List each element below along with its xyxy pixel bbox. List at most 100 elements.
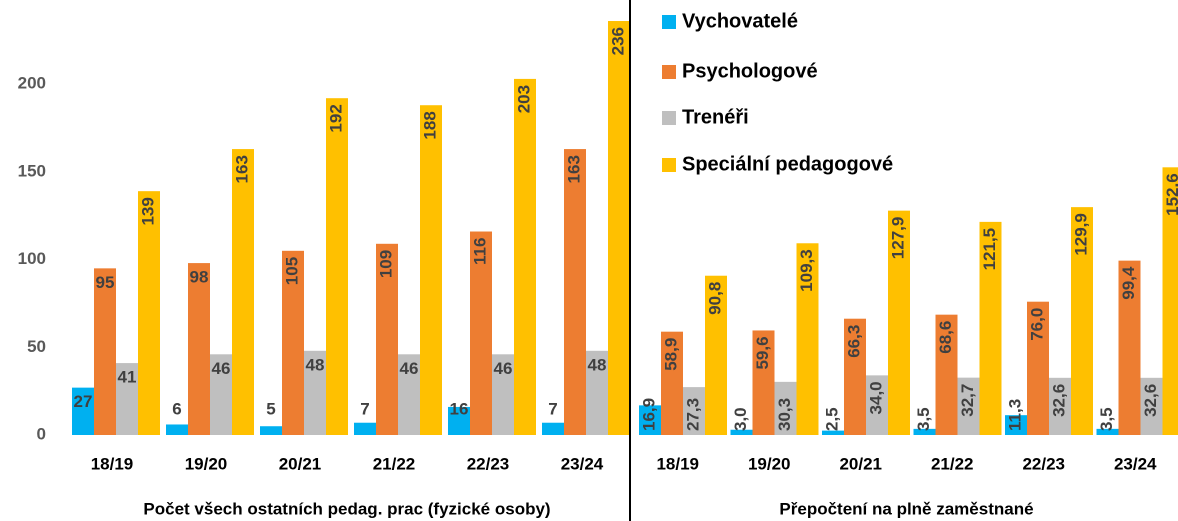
bar [470, 231, 492, 435]
data-label: 203 [514, 85, 533, 113]
bar [1118, 260, 1141, 435]
data-label: 46 [400, 359, 419, 378]
data-label: 7 [360, 399, 369, 418]
data-label: 41 [118, 368, 137, 387]
data-label: 11,3 [1005, 399, 1024, 431]
bar [420, 105, 442, 435]
data-label: 7 [548, 399, 557, 418]
bar [354, 422, 376, 435]
x-tick-label: 18/19 [656, 454, 699, 473]
x-tick-label: 19/20 [185, 454, 228, 473]
bar [1049, 377, 1071, 435]
legend-swatch [662, 65, 676, 79]
bar [683, 387, 705, 435]
legend-swatch [662, 158, 676, 172]
bar [752, 330, 775, 435]
legend: Vychovatelé Psychologové Trenéři Speciální … [662, 10, 893, 175]
data-label: 3,5 [914, 407, 933, 431]
data-label: 236 [608, 27, 627, 55]
bar [822, 430, 844, 435]
data-label: 129,9 [1071, 213, 1090, 256]
bar [957, 377, 980, 435]
group-label: Přepočtení na plně zaměstnané [779, 499, 1033, 518]
data-label: 121,5 [980, 228, 999, 271]
bar [282, 250, 304, 435]
data-label: 99,4 [1119, 266, 1138, 300]
data-label: 116 [470, 238, 489, 265]
data-label: 3,5 [1097, 407, 1116, 431]
data-label: 46 [494, 359, 513, 378]
bar [844, 318, 866, 435]
bar [116, 363, 138, 435]
bar [376, 243, 398, 435]
y-tick-label: 150 [18, 161, 46, 180]
data-label: 90,8 [705, 282, 724, 315]
data-label: 5 [266, 399, 275, 418]
bar [730, 429, 753, 435]
bar [448, 406, 470, 435]
data-label: 109,3 [797, 249, 816, 292]
bar [166, 424, 188, 435]
data-label: 76,0 [1027, 308, 1046, 341]
data-label: 152,6 [1163, 173, 1178, 216]
bar [608, 21, 630, 436]
bar [514, 78, 536, 435]
data-label: 163 [232, 155, 251, 183]
data-label: 6 [172, 399, 181, 418]
data-label: 16 [450, 399, 469, 418]
data-label: 3,0 [731, 407, 750, 431]
y-tick-label: 200 [18, 74, 46, 93]
bar [1005, 415, 1027, 435]
legend-label: Speciální pedagogové [682, 153, 893, 175]
data-label: 105 [282, 257, 301, 285]
data-label: 27 [74, 392, 93, 411]
x-tick-label: 22/23 [467, 454, 510, 473]
bar [935, 314, 958, 435]
bar [564, 149, 586, 435]
bar [138, 191, 160, 435]
y-tick-label: 100 [18, 249, 46, 268]
legend-swatch [662, 15, 676, 29]
bar [586, 350, 608, 435]
bar [866, 375, 888, 435]
legend-swatch [662, 111, 676, 125]
data-label: 139 [138, 197, 157, 225]
data-label: 188 [420, 111, 439, 139]
x-tick-label: 23/24 [1114, 454, 1157, 473]
bar [188, 263, 210, 435]
bar [398, 354, 420, 435]
bar [796, 243, 819, 435]
x-tick-label: 21/22 [373, 454, 416, 473]
data-label: 58,9 [661, 338, 680, 371]
bar [661, 331, 683, 435]
bar [705, 275, 727, 435]
bar [542, 422, 564, 435]
data-label: 32,6 [1049, 384, 1068, 417]
bar [1027, 301, 1049, 435]
data-label: 48 [306, 355, 325, 374]
y-tick-label: 50 [27, 337, 46, 356]
legend-label: Vychovatelé [682, 10, 798, 32]
bar [774, 381, 797, 435]
data-label: 27,3 [683, 398, 702, 431]
bar [210, 354, 232, 435]
bar [72, 387, 94, 435]
legend-label: Trenéři [682, 106, 749, 128]
data-label: 192 [326, 104, 345, 132]
y-tick-label: 0 [37, 424, 46, 443]
data-label: 66,3 [844, 325, 863, 358]
data-label: 16,9 [639, 398, 658, 431]
x-tick-label: 20/21 [839, 454, 882, 473]
data-label: 48 [588, 355, 607, 374]
group-label: Počet všech ostatních pedag. prac (fyzic… [143, 499, 550, 518]
data-label: 2,5 [822, 407, 841, 431]
bar [888, 210, 910, 435]
data-label: 34,0 [866, 381, 885, 414]
x-tick-label: 20/21 [279, 454, 322, 473]
data-label: 98 [190, 268, 209, 287]
bar [1071, 207, 1093, 435]
bar [304, 350, 326, 435]
bar [260, 426, 282, 435]
data-label: 127,9 [888, 217, 907, 260]
